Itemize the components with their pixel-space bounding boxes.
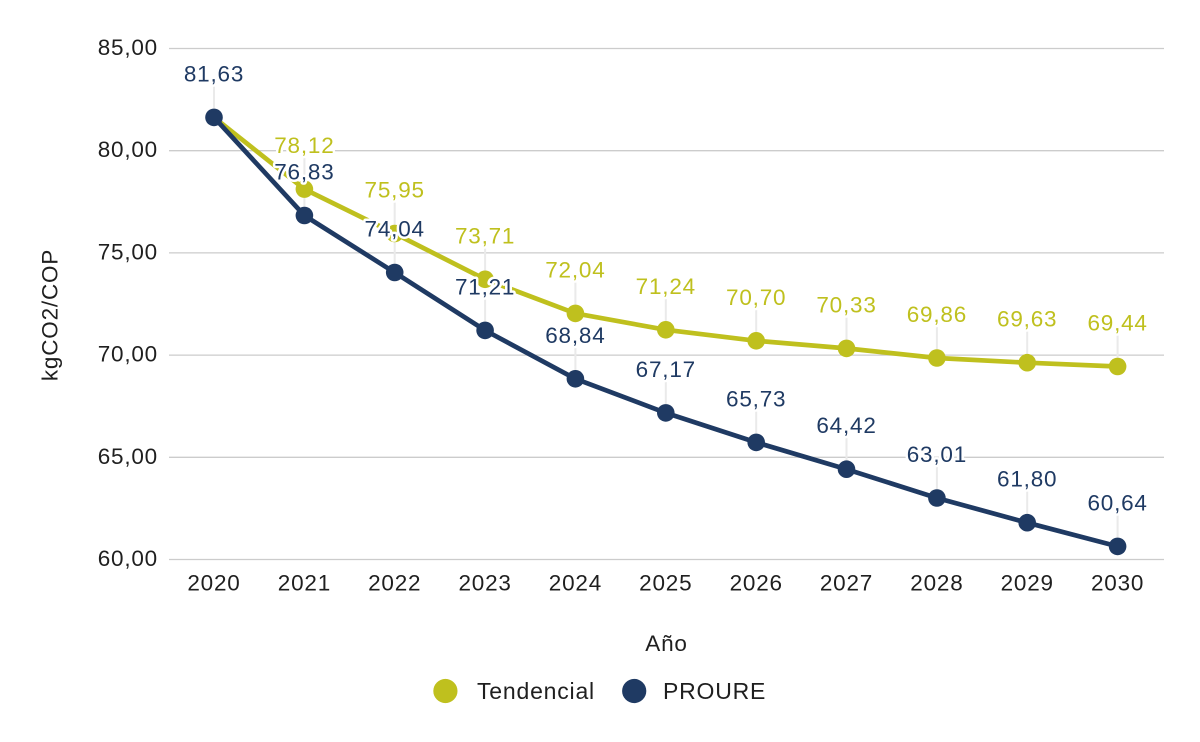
svg-text:69,63: 69,63 [997, 307, 1057, 332]
svg-text:Año: Año [645, 631, 687, 656]
svg-text:kgCO2/COP: kgCO2/COP [38, 249, 63, 381]
svg-text:63,01: 63,01 [907, 442, 967, 467]
svg-text:70,00: 70,00 [98, 342, 158, 367]
svg-text:2024: 2024 [549, 571, 602, 596]
svg-text:2023: 2023 [458, 571, 511, 596]
svg-text:61,80: 61,80 [997, 467, 1057, 492]
svg-text:65,73: 65,73 [726, 386, 786, 411]
svg-text:70,70: 70,70 [726, 285, 786, 310]
svg-text:75,95: 75,95 [365, 178, 425, 203]
svg-text:69,44: 69,44 [1087, 311, 1147, 336]
svg-text:2022: 2022 [368, 571, 421, 596]
svg-text:2026: 2026 [730, 571, 783, 596]
svg-text:67,17: 67,17 [636, 357, 696, 382]
svg-text:76,83: 76,83 [274, 160, 334, 185]
svg-text:2029: 2029 [1001, 571, 1054, 596]
svg-text:85,00: 85,00 [98, 35, 158, 60]
svg-text:81,63: 81,63 [184, 61, 244, 86]
svg-text:72,04: 72,04 [545, 257, 605, 282]
svg-text:2021: 2021 [278, 571, 331, 596]
svg-text:60,00: 60,00 [98, 546, 158, 571]
svg-text:60,64: 60,64 [1087, 490, 1147, 515]
svg-text:64,42: 64,42 [816, 413, 876, 438]
svg-text:2030: 2030 [1091, 571, 1144, 596]
svg-text:75,00: 75,00 [98, 239, 158, 264]
svg-text:2028: 2028 [910, 571, 963, 596]
svg-text:74,04: 74,04 [365, 217, 425, 242]
svg-text:80,00: 80,00 [98, 137, 158, 162]
svg-text:Tendencial: Tendencial [477, 678, 595, 704]
svg-text:73,71: 73,71 [455, 223, 515, 248]
svg-text:65,00: 65,00 [98, 444, 158, 469]
svg-text:PROURE: PROURE [663, 678, 766, 704]
svg-text:2027: 2027 [820, 571, 873, 596]
svg-text:71,21: 71,21 [455, 274, 515, 299]
svg-text:78,12: 78,12 [274, 133, 334, 158]
svg-text:68,84: 68,84 [545, 323, 605, 348]
svg-text:2020: 2020 [187, 571, 240, 596]
svg-text:71,24: 71,24 [636, 274, 696, 299]
svg-text:70,33: 70,33 [816, 292, 876, 317]
svg-text:69,86: 69,86 [907, 302, 967, 327]
svg-text:2025: 2025 [639, 571, 692, 596]
